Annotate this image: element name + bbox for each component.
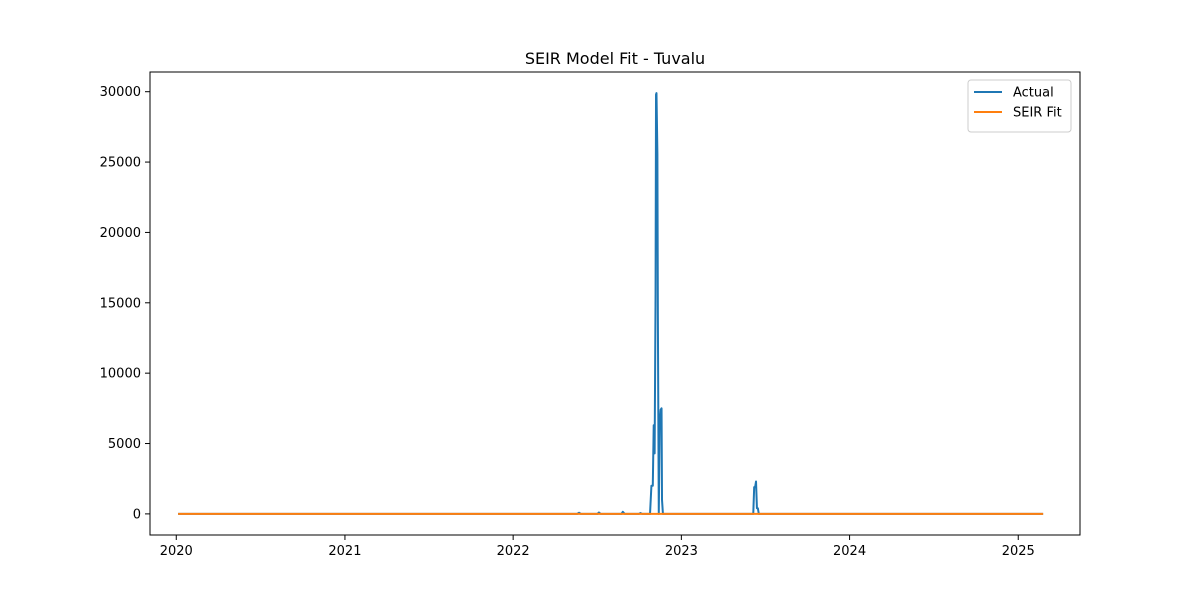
plot-area — [178, 92, 1044, 515]
y-tick-label: 15000 — [100, 296, 141, 311]
x-tick-label: 2023 — [665, 544, 698, 559]
chart-title: SEIR Model Fit - Tuvalu — [525, 49, 705, 68]
y-tick-label: 20000 — [100, 226, 141, 241]
x-tick-label: 2025 — [1002, 544, 1035, 559]
y-tick-label: 30000 — [100, 85, 141, 100]
legend: Actual SEIR Fit — [967, 79, 1072, 133]
legend-label: Actual — [1013, 86, 1054, 101]
y-tick-label: 5000 — [108, 437, 141, 452]
plot-frame — [149, 71, 1081, 536]
y-tick-label: 25000 — [100, 156, 141, 171]
y-tick-label: 10000 — [100, 367, 141, 382]
x-tick-label: 2022 — [497, 544, 530, 559]
x-tick-label: 2021 — [328, 544, 361, 559]
y-tick-label: 0 — [133, 507, 141, 522]
x-tick-label: 2020 — [160, 544, 193, 559]
legend-label: SEIR Fit — [1013, 106, 1062, 121]
x-tick-label: 2024 — [833, 544, 866, 559]
axes: 2020 2021 2022 2023 2024 2025 0 5000 10000 15000 2… — [100, 71, 1081, 559]
